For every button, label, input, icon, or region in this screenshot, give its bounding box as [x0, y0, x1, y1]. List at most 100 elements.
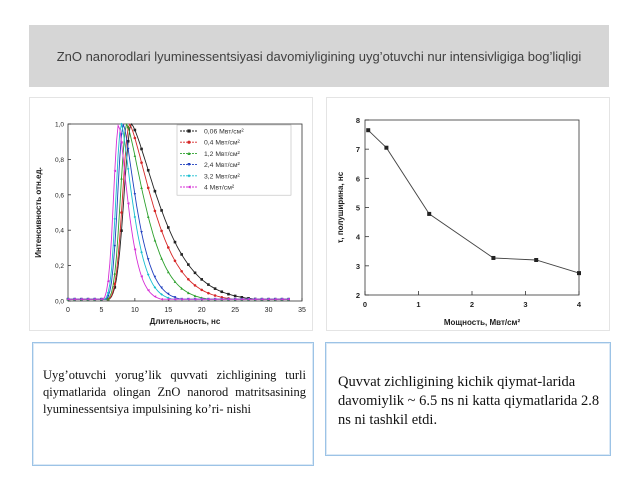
- x-axis-label: Длительность, нс: [150, 317, 221, 326]
- pulse-marker: [273, 297, 277, 301]
- pulse-marker: [140, 161, 143, 164]
- pulse-marker: [113, 272, 117, 275]
- y-tick-label: 0,0: [55, 299, 64, 306]
- pulse-marker: [120, 122, 123, 126]
- y-tick-label: 7: [356, 145, 360, 154]
- x-tick-label: 20: [198, 307, 206, 314]
- y-tick-label: 0,6: [55, 192, 64, 199]
- pulse-marker: [133, 136, 137, 140]
- halfwidth-point: [384, 145, 389, 150]
- plot-frame: [67, 123, 303, 302]
- x-tick-label: 1: [416, 300, 420, 309]
- pulse-marker: [153, 209, 157, 213]
- pulse-marker: [233, 297, 237, 301]
- y-tick-label: 8: [356, 116, 360, 125]
- pulse-marker: [280, 297, 284, 301]
- pulse-marker: [240, 297, 244, 301]
- pulse-marker: [213, 287, 217, 290]
- pulse-marker: [120, 229, 123, 232]
- halfwidth-point: [427, 211, 432, 216]
- luminescence-pulse-chart: 0 5 10 15 20 25 30 35 0,0 0,2 0,4 0,6 0,8 1,0 Длительн…: [30, 98, 312, 330]
- pulse-marker: [187, 277, 190, 281]
- pulse-marker: [220, 297, 224, 301]
- x-tick-label: 35: [298, 307, 306, 314]
- y-tick-label: 4: [356, 233, 361, 242]
- halfwidth-point: [534, 258, 539, 262]
- pulse-marker: [180, 297, 183, 301]
- legend-marker: [187, 163, 191, 167]
- x-tick-label: 10: [131, 307, 139, 314]
- pulse-marker: [173, 296, 177, 299]
- pulse-marker: [173, 297, 177, 301]
- x-tick-label: 4: [577, 300, 582, 309]
- halfwidth-vs-power-svg: 0 1 2 3 4 2 3 4 5 6 7 8 Мощность, Мвт/см² τ, полушири…: [336, 116, 582, 327]
- left-caption-box: Uyg’otuvchi yorug’lik quvvati zichligini…: [32, 342, 314, 466]
- y-tick-label: 1,0: [55, 122, 64, 129]
- pulse-marker: [133, 193, 137, 196]
- x-axis-label: Мощность, Мвт/см²: [444, 318, 521, 327]
- legend-marker: [187, 174, 191, 178]
- pulse-marker: [200, 278, 204, 281]
- x-tick-label: 25: [231, 307, 239, 314]
- pulse-marker: [126, 139, 130, 143]
- pulse-marker: [213, 294, 217, 297]
- x-tick-label: 15: [164, 307, 172, 314]
- legend-marker: [187, 129, 191, 133]
- pulse-marker: [187, 291, 190, 295]
- pulse-marker: [146, 273, 150, 276]
- right-caption-text: Quvvat zichligining kichik qiymat-larida…: [338, 374, 600, 428]
- y-tick-label: 0,8: [55, 157, 64, 164]
- x-tick-label: 0: [363, 300, 367, 309]
- pulse-marker: [180, 269, 183, 273]
- pulse-marker: [207, 283, 210, 286]
- pulse-marker: [73, 297, 76, 301]
- y-tick-label: 3: [356, 262, 360, 271]
- halfwidth-point: [577, 271, 581, 276]
- pulse-marker: [113, 244, 117, 248]
- pulse-marker: [100, 297, 103, 301]
- y-tick-label: 0,2: [55, 263, 64, 270]
- halfwidth-point: [491, 255, 496, 260]
- pulse-marker: [106, 297, 110, 301]
- halfwidth-vs-power-chart: 0 1 2 3 4 2 3 4 5 6 7 8 Мощность, Мвт/см² τ, полушири…: [327, 98, 609, 330]
- y-tick-label: 0,4: [55, 228, 64, 235]
- pulse-marker: [113, 217, 117, 221]
- pulse-marker: [126, 167, 130, 171]
- pulse-marker: [213, 297, 217, 301]
- pulse-marker: [160, 293, 163, 296]
- pulse-marker: [207, 291, 210, 295]
- luminescence-pulse-svg: 0 5 10 15 20 25 30 35 0,0 0,2 0,4 0,6 0,8 1,0 Длительн…: [34, 122, 306, 327]
- pulse-marker: [126, 125, 130, 129]
- pulse-marker: [160, 229, 163, 233]
- pulse-marker: [120, 211, 123, 214]
- pulse-marker: [187, 297, 190, 301]
- legend-label: 0,4 Мвт/см²: [204, 140, 241, 147]
- x-tick-label: 30: [265, 307, 273, 314]
- pulse-marker: [113, 282, 117, 286]
- halfwidth-line: [367, 129, 580, 274]
- pulse-marker: [140, 231, 143, 234]
- legend-label: 1,2 Мвт/см²: [204, 151, 241, 158]
- legend-marker: [187, 185, 191, 189]
- legend-label: 0,06 Мвт/см²: [204, 129, 244, 136]
- pulse-marker: [113, 286, 117, 289]
- pulse-marker: [126, 147, 130, 151]
- pulse-marker: [153, 238, 157, 242]
- pulse-marker: [187, 263, 190, 266]
- pulse-marker: [193, 271, 197, 275]
- pulse-marker: [180, 253, 183, 256]
- pulse-marker: [133, 248, 137, 251]
- y-tick-label: 5: [356, 204, 360, 213]
- pulse-marker: [80, 297, 83, 301]
- pulse-marker: [106, 279, 110, 283]
- halfwidth-point: [366, 128, 371, 133]
- pulse-marker: [140, 275, 143, 278]
- pulse-marker: [166, 226, 170, 229]
- pulse-marker: [146, 258, 150, 261]
- legend-label: 3,2 Мвт/см²: [204, 173, 241, 180]
- pulse-marker: [126, 202, 130, 205]
- pulse-marker: [160, 297, 163, 301]
- pulse-marker: [153, 295, 157, 298]
- plot-frame: [364, 119, 580, 296]
- pulse-marker: [247, 297, 250, 301]
